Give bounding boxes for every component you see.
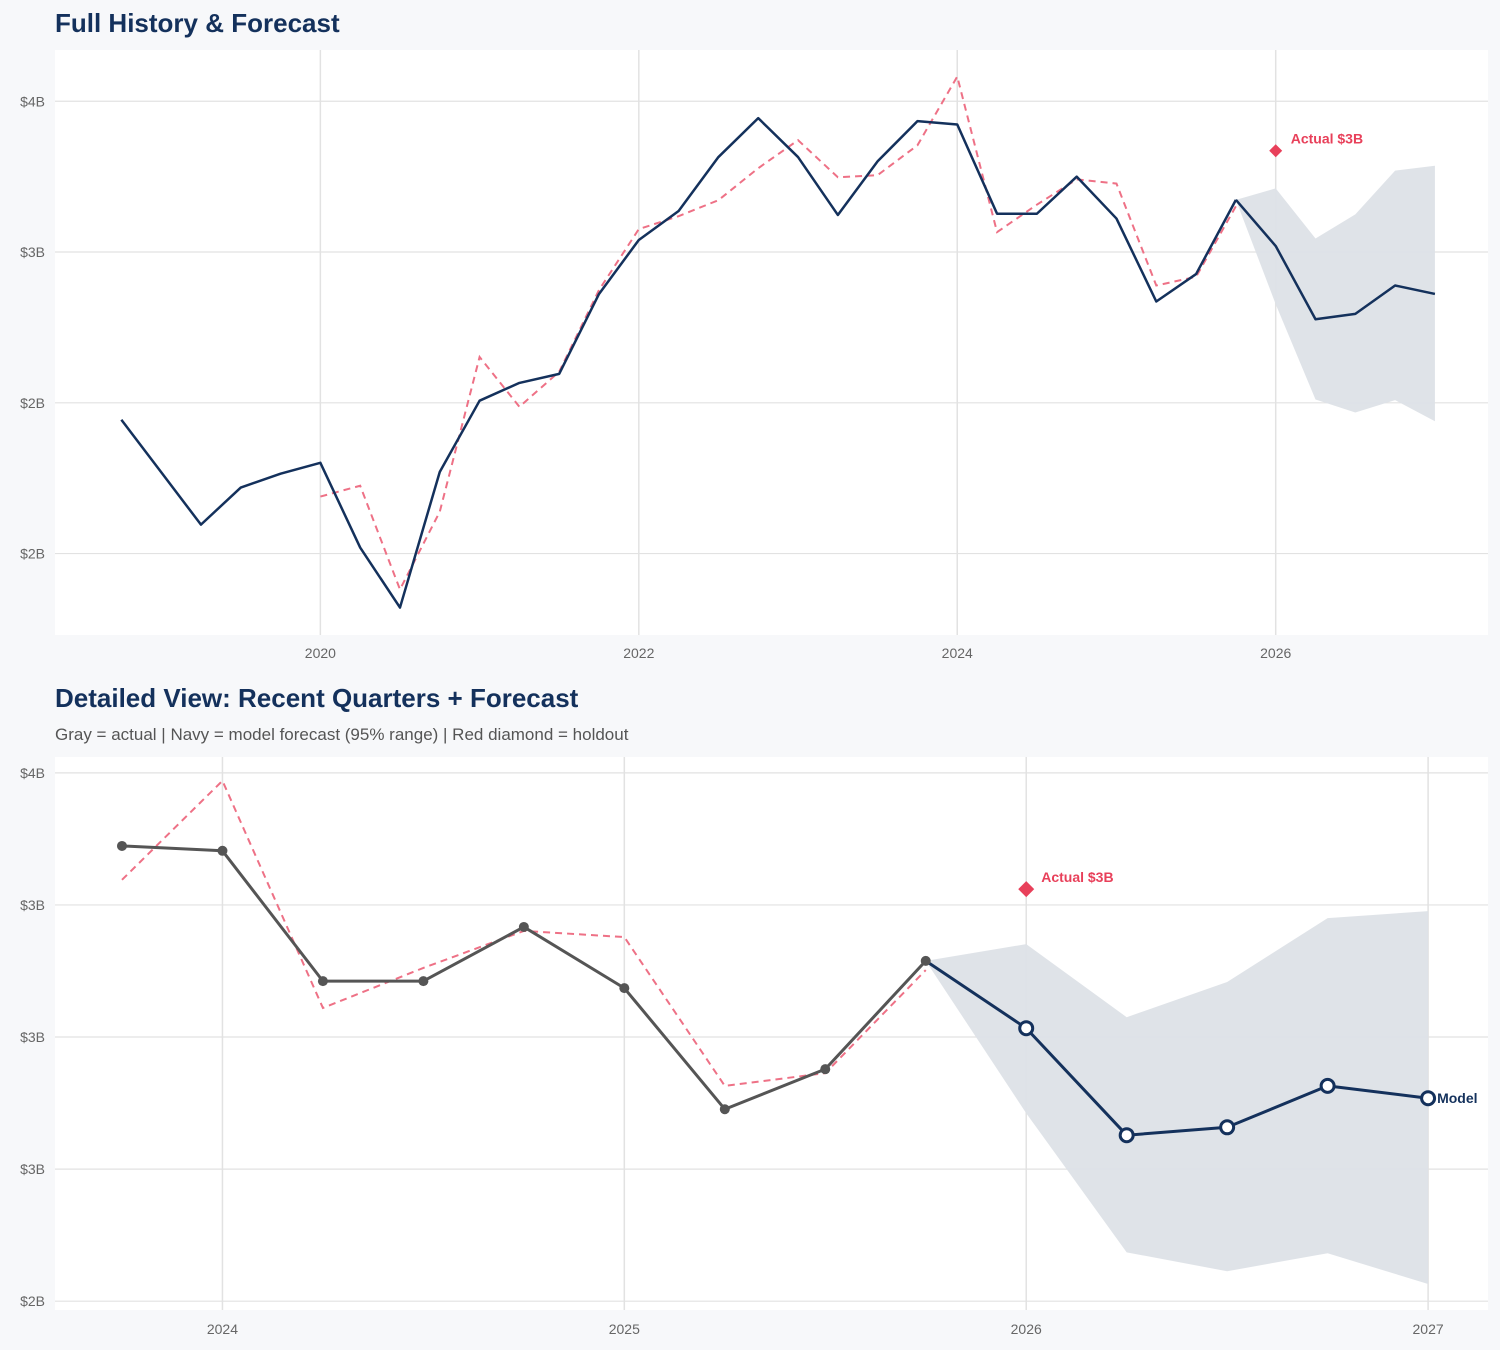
y-tick-label: $3B bbox=[20, 244, 45, 260]
actual-point bbox=[418, 976, 429, 987]
forecast-95-band bbox=[1235, 165, 1435, 422]
actual-point bbox=[920, 955, 931, 966]
holdout-diamond-marker bbox=[1269, 144, 1283, 158]
forecast-point bbox=[1118, 1127, 1135, 1144]
x-tick-label: 2022 bbox=[623, 645, 654, 661]
forecast-95-band bbox=[925, 911, 1429, 1285]
chart-title: Detailed View: Recent Quarters + Forecas… bbox=[55, 683, 579, 713]
actual-point bbox=[317, 976, 328, 987]
actual-point bbox=[518, 921, 529, 932]
forecast-line bbox=[1234, 199, 1436, 321]
x-tick-label: 2027 bbox=[1413, 1321, 1444, 1337]
y-tick-label: $2B bbox=[20, 395, 45, 411]
forecast-point bbox=[1018, 1020, 1035, 1037]
forecast-point bbox=[1219, 1119, 1236, 1136]
y-tick-label: $3B bbox=[20, 1161, 45, 1177]
plot-area bbox=[55, 50, 1488, 635]
forecast-line bbox=[924, 959, 1429, 1137]
y-tick-label: $2B bbox=[20, 546, 45, 562]
x-tick-label: 2020 bbox=[305, 645, 336, 661]
holdout-label: Actual $3B bbox=[1291, 131, 1363, 147]
actual-point bbox=[217, 845, 228, 856]
actual-point bbox=[719, 1104, 730, 1115]
y-tick-label: $4B bbox=[20, 93, 45, 109]
actual-line bbox=[120, 116, 1237, 609]
holdout-label: Actual $3B bbox=[1041, 869, 1113, 885]
chart-subtitle: Gray = actual | Navy = model forecast (9… bbox=[55, 725, 629, 744]
holdout-diamond-marker bbox=[1018, 881, 1035, 898]
actual-point bbox=[116, 840, 127, 851]
actual-point bbox=[619, 983, 630, 994]
x-tick-label: 2025 bbox=[609, 1321, 640, 1337]
forecast-point bbox=[1319, 1077, 1336, 1094]
actual-point bbox=[820, 1064, 831, 1075]
chart-1: Full History & Forecast $4B $3B $2B $2B 2020 2… bbox=[20, 8, 1488, 661]
x-tick-label: 2024 bbox=[942, 645, 973, 661]
y-tick-label: $4B bbox=[20, 765, 45, 781]
fitted-line bbox=[320, 73, 1237, 592]
forecast-point bbox=[1420, 1090, 1437, 1107]
chart-2: Detailed View: Recent Quarters + Forecas… bbox=[20, 683, 1488, 1337]
y-tick-label: $2B bbox=[20, 1293, 45, 1309]
x-tick-label: 2024 bbox=[207, 1321, 238, 1337]
x-tick-label: 2026 bbox=[1260, 645, 1291, 661]
chart-title: Full History & Forecast bbox=[55, 8, 340, 38]
x-tick-label: 2026 bbox=[1011, 1321, 1042, 1337]
forecast-label: Model bbox=[1437, 1090, 1477, 1106]
y-tick-label: $3B bbox=[20, 1029, 45, 1045]
y-tick-label: $3B bbox=[20, 897, 45, 913]
